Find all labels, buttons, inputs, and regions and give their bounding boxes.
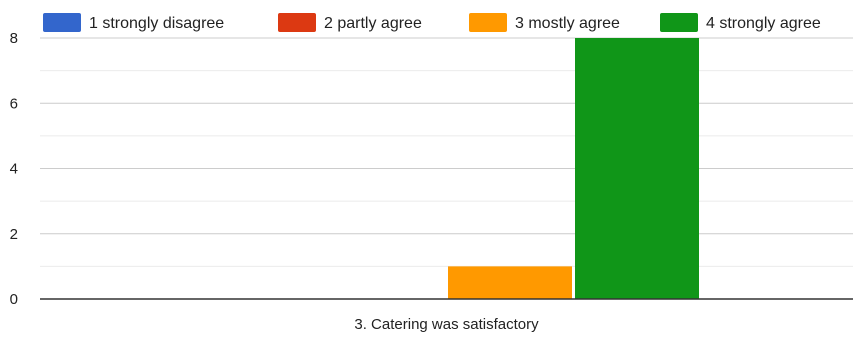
gridlines <box>40 37 853 267</box>
y-tick-label: 4 <box>10 161 18 178</box>
y-tick-label: 0 <box>10 291 18 308</box>
bar-3 <box>448 266 572 299</box>
legend-swatch-1 <box>43 13 81 32</box>
y-axis-ticks: 0 2 4 6 8 <box>10 30 18 308</box>
legend-swatch-2 <box>278 13 316 32</box>
bar-4 <box>575 38 699 299</box>
legend: 1 strongly disagree 2 partly agree 3 mostl… <box>43 13 821 32</box>
x-category-label: 3. Catering was satisfactory <box>354 316 539 333</box>
legend-swatch-4 <box>660 13 698 32</box>
y-tick-label: 2 <box>10 226 18 243</box>
y-tick-label: 8 <box>10 30 18 47</box>
legend-label-4: 4 strongly agree <box>706 15 821 32</box>
bars <box>448 38 699 299</box>
legend-swatch-3 <box>469 13 507 32</box>
legend-label-1: 1 strongly disagree <box>89 15 224 32</box>
legend-label-2: 2 partly agree <box>324 15 422 32</box>
legend-label-3: 3 mostly agree <box>515 15 620 32</box>
y-tick-label: 6 <box>10 95 18 112</box>
